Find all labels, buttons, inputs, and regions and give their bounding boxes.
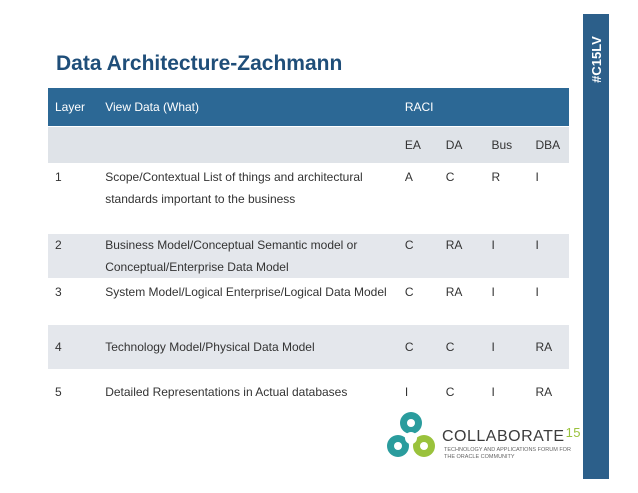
side-bar xyxy=(583,14,609,479)
brand-number: 15 xyxy=(565,425,582,440)
cell-layer: 1 xyxy=(48,163,99,234)
subheader-empty xyxy=(48,126,99,164)
table-row: 2 Business Model/Conceptual Semantic mod… xyxy=(48,233,569,279)
cell-da: C xyxy=(438,163,485,234)
cell-ea: C xyxy=(397,324,439,370)
cell-view: Scope/Contextual List of things and arch… xyxy=(98,163,398,234)
cell-da: C xyxy=(438,369,485,414)
cell-bus: R xyxy=(484,163,529,234)
hashtag-text: #C15LV xyxy=(588,35,604,83)
cell-dba: I xyxy=(528,278,569,325)
cell-bus: I xyxy=(484,324,529,370)
cell-view: Technology Model/Physical Data Model xyxy=(98,324,398,370)
table-header-row: Layer View Data (What) RACI xyxy=(48,88,569,127)
table-row: 5 Detailed Representations in Actual dat… xyxy=(48,369,569,414)
subheader-dba: DBA xyxy=(528,126,569,164)
cell-ea: I xyxy=(397,369,439,414)
table-row: 1 Scope/Contextual List of things and ar… xyxy=(48,163,569,234)
cell-layer: 2 xyxy=(48,233,99,279)
cell-bus: I xyxy=(484,369,529,414)
subheader-bus: Bus xyxy=(484,126,529,164)
raci-subheader-row: EA DA Bus DBA xyxy=(48,126,569,164)
brand-name: COLLABORATE xyxy=(442,428,565,445)
cell-dba: I xyxy=(528,163,569,234)
cell-view: Business Model/Conceptual Semantic model… xyxy=(98,233,398,279)
table-row: 4 Technology Model/Physical Data Model C… xyxy=(48,324,569,370)
cell-da: RA xyxy=(438,278,485,325)
slide-title: Data Architecture-Zachmann xyxy=(56,52,343,75)
raci-table: Layer View Data (What) RACI EA DA Bus DB… xyxy=(48,88,569,414)
header-layer: Layer xyxy=(48,88,99,127)
subheader-da: DA xyxy=(438,126,485,164)
cell-da: RA xyxy=(438,233,485,279)
cell-da: C xyxy=(438,324,485,370)
cell-view: System Model/Logical Enterprise/Logical … xyxy=(98,278,398,325)
cell-dba: I xyxy=(528,233,569,279)
cell-bus: I xyxy=(484,278,529,325)
cell-ea: C xyxy=(397,278,439,325)
header-raci: RACI xyxy=(397,88,569,127)
cell-layer: 5 xyxy=(48,369,99,414)
cell-view: Detailed Representations in Actual datab… xyxy=(98,369,398,414)
hashtag-label: #C15LV xyxy=(583,14,609,104)
brand-tagline: Technology and Applications Forum for th… xyxy=(444,447,571,460)
cell-layer: 4 xyxy=(48,324,99,370)
cell-ea: C xyxy=(397,233,439,279)
cell-dba: RA xyxy=(528,324,569,370)
collaborate-logo-icon xyxy=(387,412,435,457)
brand-wordmark: COLLABORATE15 xyxy=(442,425,581,446)
cell-layer: 3 xyxy=(48,278,99,325)
subheader-empty xyxy=(98,126,398,164)
cell-bus: I xyxy=(484,233,529,279)
table-row: 3 System Model/Logical Enterprise/Logica… xyxy=(48,278,569,325)
header-view-data: View Data (What) xyxy=(98,88,398,127)
cell-dba: RA xyxy=(528,369,569,414)
cell-ea: A xyxy=(397,163,439,234)
subheader-ea: EA xyxy=(397,126,439,164)
